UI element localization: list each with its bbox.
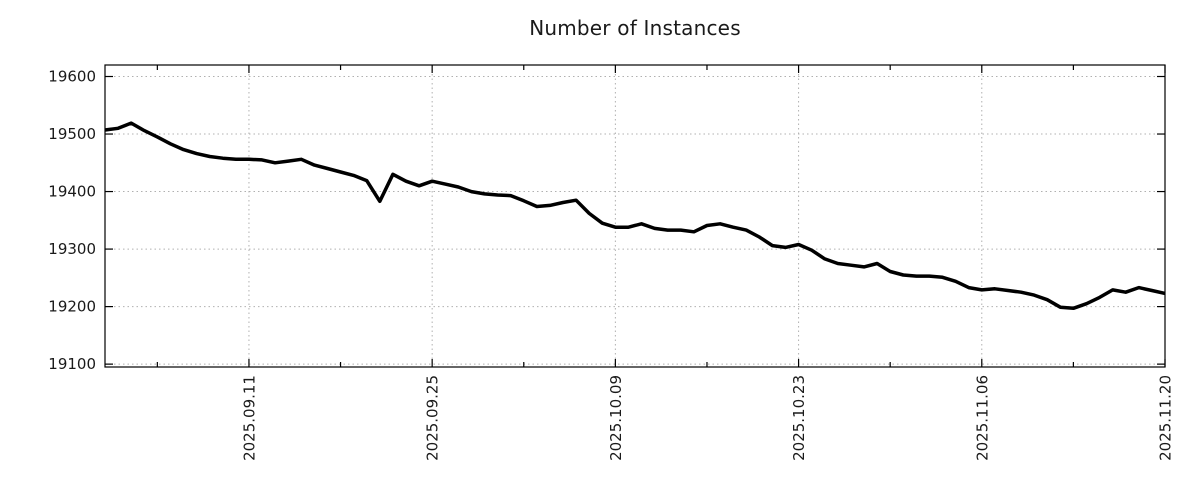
y-tick-label: 19600 bbox=[48, 68, 96, 86]
x-tick-label: 2025.10.09 bbox=[607, 375, 625, 461]
x-tick-label: 2025.11.20 bbox=[1157, 375, 1175, 461]
plot-border bbox=[104, 64, 1166, 368]
chart-title: Number of Instances bbox=[529, 16, 741, 40]
y-tick-label: 19300 bbox=[48, 240, 96, 258]
x-tick-label: 2025.09.25 bbox=[424, 375, 442, 461]
y-tick-label: 19100 bbox=[48, 355, 96, 373]
x-tick-label: 2025.10.23 bbox=[790, 375, 808, 461]
x-tick-label: 2025.09.11 bbox=[240, 375, 258, 461]
y-tick-label: 19200 bbox=[48, 298, 96, 316]
instances-series-line bbox=[104, 121, 1166, 311]
x-tick-label: 2025.11.06 bbox=[973, 375, 991, 461]
y-tick-label: 19400 bbox=[48, 183, 96, 201]
y-tick-label: 19500 bbox=[48, 125, 96, 143]
